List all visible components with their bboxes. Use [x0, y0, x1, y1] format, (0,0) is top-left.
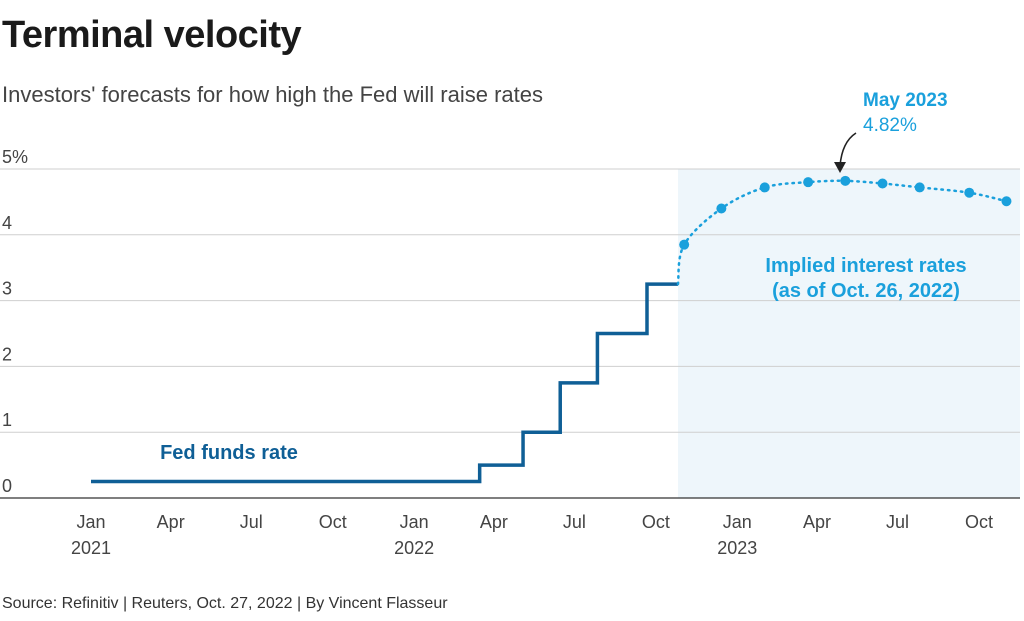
- x-tick-label: Jul: [240, 512, 263, 532]
- y-tick-label: 1: [2, 410, 12, 430]
- x-tick-label: Oct: [319, 512, 347, 532]
- implied-rate-point: [914, 182, 925, 193]
- x-tick-year-label: 2022: [394, 538, 434, 558]
- implied-rate-point: [877, 178, 888, 189]
- implied-rate-point: [679, 239, 690, 250]
- implied-rate-point: [1001, 196, 1012, 207]
- y-tick-label: 3: [2, 279, 12, 299]
- x-tick-label: Jan: [400, 512, 429, 532]
- implied-rate-point: [964, 187, 975, 198]
- source-note: Source: Refinitiv | Reuters, Oct. 27, 20…: [2, 595, 448, 612]
- fed-funds-rate-line: [91, 282, 678, 484]
- x-tick-year-label: 2021: [71, 538, 111, 558]
- y-tick-label: 4: [2, 213, 12, 233]
- x-tick-label: Apr: [480, 512, 508, 532]
- y-tick-label: 0: [2, 476, 12, 496]
- x-tick-label: Oct: [642, 512, 670, 532]
- peak-arrowhead-icon: [834, 162, 846, 173]
- implied-rate-point: [840, 175, 851, 186]
- implied-rates-label-line1: Implied interest rates: [765, 255, 966, 277]
- implied-rates-label-line2: (as of Oct. 26, 2022): [772, 280, 960, 302]
- forecast-shaded-region: [677, 169, 1020, 498]
- implied-rates-dotted-line: [676, 179, 1008, 286]
- implied-rate-point: [716, 203, 727, 214]
- implied-rate-point: [803, 177, 814, 188]
- chart-title: Terminal velocity: [2, 14, 302, 56]
- peak-arrow-icon: [839, 132, 857, 167]
- fed-funds-label: Fed funds rate: [160, 442, 298, 464]
- x-tick-label: Jul: [886, 512, 909, 532]
- x-tick-label: Apr: [803, 512, 831, 532]
- x-tick-label: Jul: [563, 512, 586, 532]
- chart-subtitle: Investors' forecasts for how high the Fe…: [2, 82, 543, 107]
- x-tick-year-label: 2023: [717, 538, 757, 558]
- peak-value-label: 4.82%: [863, 115, 917, 136]
- y-tick-label: 5%: [2, 147, 28, 167]
- x-tick-label: Oct: [965, 512, 993, 532]
- y-tick-label: 2: [2, 344, 12, 364]
- x-tick-label: Jan: [723, 512, 752, 532]
- x-tick-label: Jan: [76, 512, 105, 532]
- x-tick-label: Apr: [157, 512, 185, 532]
- peak-date-label: May 2023: [863, 90, 948, 111]
- implied-rate-point: [759, 182, 770, 193]
